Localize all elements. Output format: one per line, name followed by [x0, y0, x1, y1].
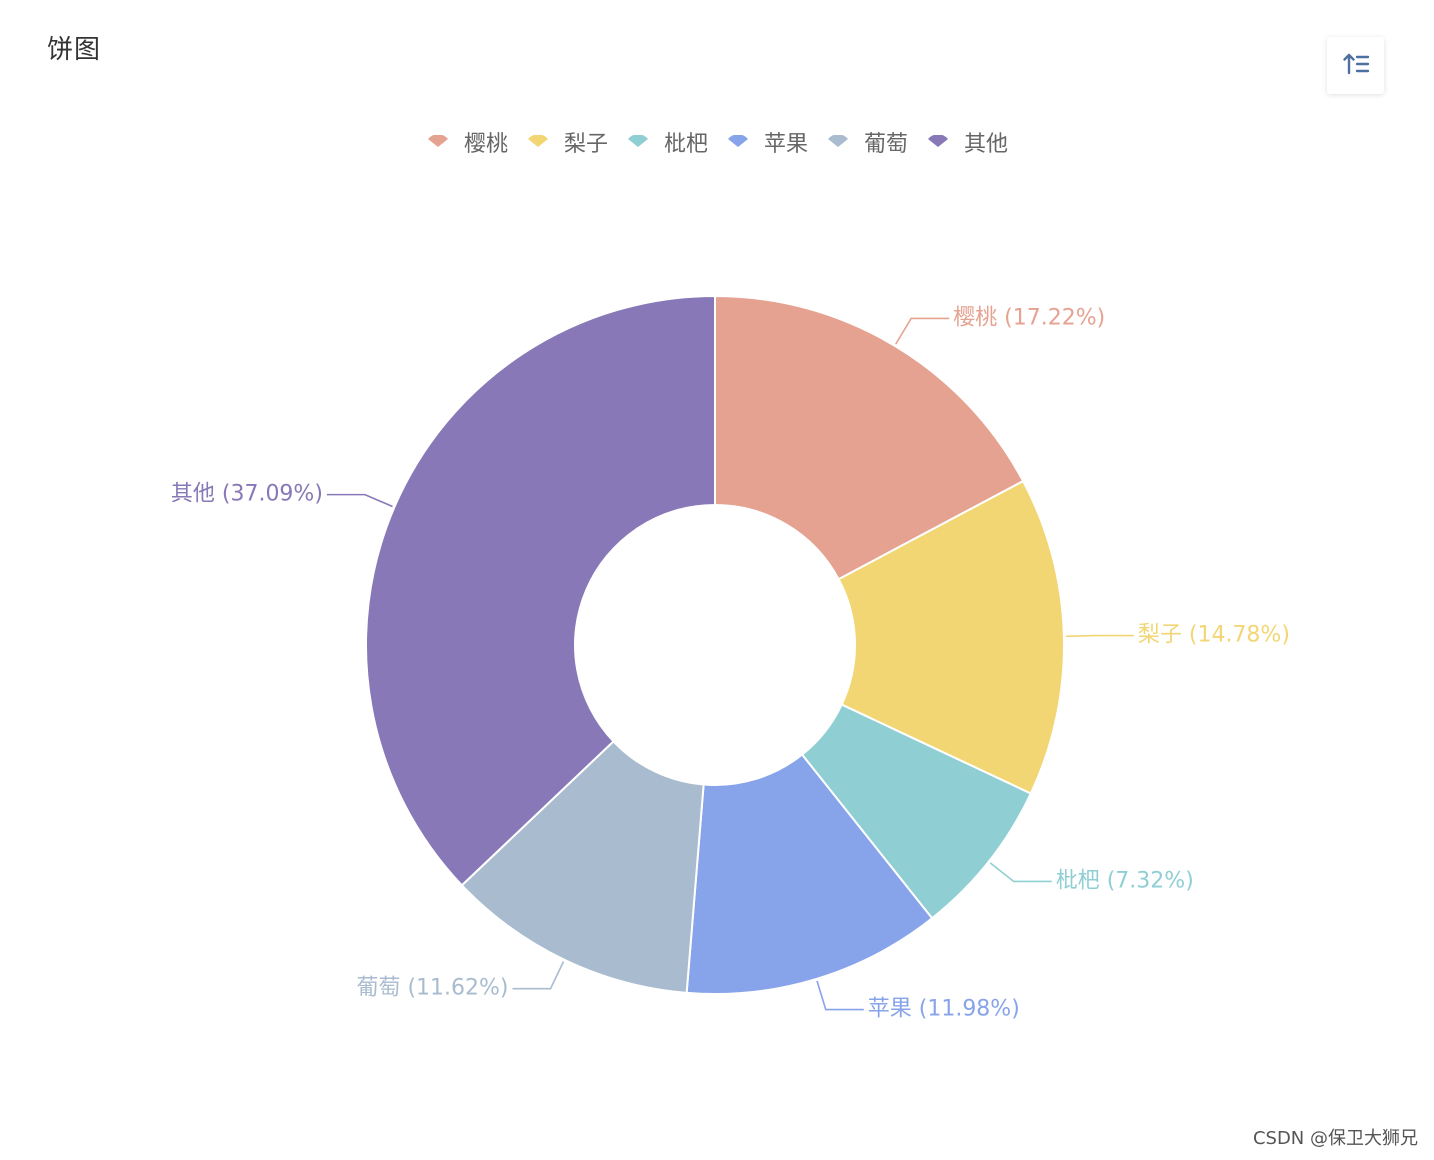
slice-label: 枇杷 (7.32%): [1056, 868, 1194, 893]
legend-marker: [427, 135, 448, 147]
legend-item[interactable]: 葡萄: [826, 126, 908, 158]
slice-label: 梨子 (14.78%): [1138, 623, 1290, 648]
pie-slice[interactable]: [685, 753, 934, 995]
legend-label: 其他: [964, 132, 1009, 157]
slice-label: 苹果 (11.98%): [868, 997, 1020, 1022]
slice-label: 其他 (37.09%): [171, 482, 323, 507]
legend-marker: [627, 135, 648, 147]
callout-line: [1065, 634, 1134, 638]
pie-slices: [365, 294, 1065, 995]
callout-line: [816, 980, 864, 1011]
sort-button[interactable]: [1327, 37, 1384, 94]
legend-marker: [828, 135, 849, 147]
pie-slice[interactable]: [714, 294, 1025, 581]
pie-slice[interactable]: [460, 739, 705, 994]
pie-slice[interactable]: [837, 479, 1065, 795]
legend-label: 枇杷: [663, 132, 708, 157]
legend-item[interactable]: 苹果: [726, 126, 808, 158]
slice-label: 樱桃 (17.22%): [953, 305, 1105, 330]
watermark: CSDN @保卫大狮兄: [1252, 1128, 1418, 1149]
sort-ascending-icon: [1342, 50, 1370, 82]
legend-item[interactable]: 枇杷: [626, 126, 708, 158]
legend-label: 苹果: [764, 132, 809, 157]
legend-marker: [728, 135, 748, 147]
pie-callouts: 樱桃 (17.22%) 梨子 (14.78%) 枇杷 (7.32%) 苹果 (11.9…: [171, 305, 1290, 1021]
legend-item[interactable]: 梨子: [526, 126, 608, 158]
legend-item[interactable]: 其他: [926, 126, 1008, 158]
slice-label: 葡萄 (11.62%): [356, 976, 508, 1001]
callout-line: [989, 862, 1052, 883]
legend-label: 葡萄: [864, 132, 909, 157]
legend-label: 梨子: [563, 132, 608, 157]
legend-item[interactable]: 樱桃: [426, 126, 508, 158]
legend: 樱桃 梨子 枇杷 苹果 葡萄 其他: [0, 126, 1434, 158]
legend-label: 樱桃: [463, 132, 508, 157]
legend-marker: [527, 135, 548, 147]
callout-line: [326, 493, 393, 508]
chart-title: 饼图: [47, 35, 102, 65]
callout-line: [895, 317, 950, 345]
legend-marker: [928, 135, 949, 147]
pie-slice[interactable]: [365, 294, 716, 887]
callout-line: [512, 961, 565, 990]
